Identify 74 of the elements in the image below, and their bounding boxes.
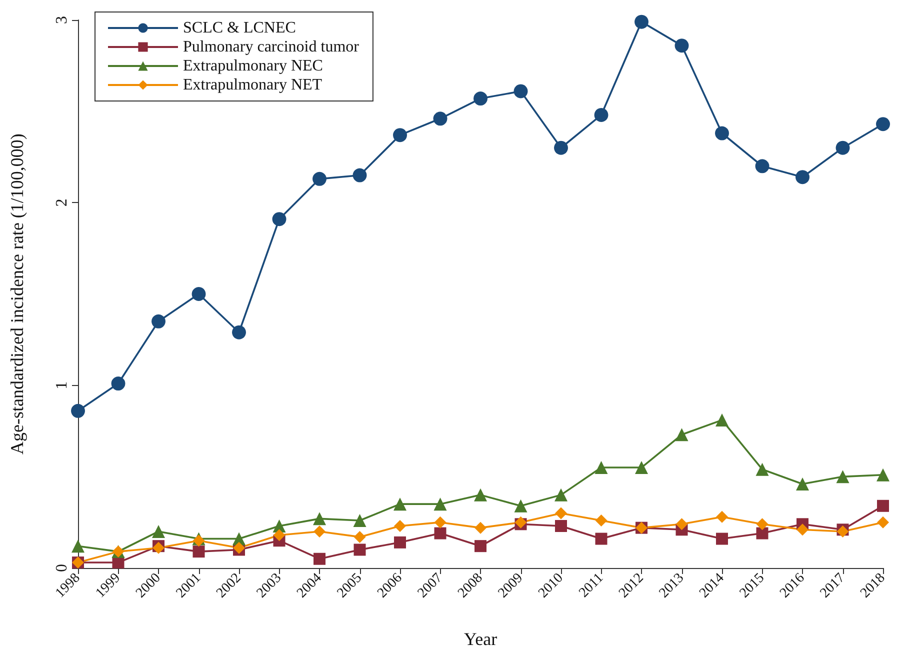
point	[554, 140, 568, 155]
point	[152, 314, 166, 328]
point	[353, 514, 366, 528]
point	[394, 498, 406, 511]
point	[474, 522, 486, 534]
point	[836, 140, 850, 155]
point	[876, 117, 890, 132]
point	[312, 172, 326, 186]
point	[354, 544, 366, 556]
point	[756, 518, 768, 530]
point	[474, 488, 487, 502]
point	[595, 532, 608, 545]
point	[595, 514, 608, 527]
point	[152, 524, 165, 538]
point	[634, 14, 648, 29]
point	[232, 325, 246, 340]
point	[434, 516, 446, 528]
point	[674, 38, 689, 53]
point	[314, 525, 326, 538]
legend-label: SCLC & LCNEC	[183, 20, 296, 36]
point	[877, 516, 889, 528]
point	[434, 527, 446, 540]
point	[354, 530, 366, 543]
point	[716, 532, 728, 545]
legend-label: Extrapulmonary NEC	[183, 58, 323, 74]
y-tick-label: 1	[54, 381, 70, 390]
point	[474, 540, 486, 552]
legend-label: Extrapulmonary NET	[183, 76, 322, 94]
point	[433, 112, 448, 126]
point	[514, 499, 528, 512]
point	[555, 507, 567, 520]
point	[111, 376, 126, 391]
point	[272, 212, 286, 226]
y-axis-title: Age-standardized incidence rate (1/100,000)	[7, 134, 27, 454]
point	[675, 428, 688, 442]
point	[635, 461, 648, 474]
point	[273, 529, 286, 542]
point	[876, 468, 890, 482]
point	[514, 84, 528, 98]
x-axis-title: Year	[464, 629, 498, 649]
point	[716, 510, 728, 523]
point	[352, 168, 367, 182]
point	[434, 498, 447, 511]
point	[796, 524, 808, 536]
point	[72, 540, 84, 553]
point	[71, 404, 85, 418]
point	[394, 536, 406, 548]
point	[716, 414, 728, 427]
point	[676, 518, 688, 530]
point	[756, 527, 768, 540]
point	[594, 108, 608, 122]
y-tick-label: 0	[54, 564, 70, 572]
point	[313, 512, 326, 526]
point	[715, 126, 729, 140]
point	[192, 546, 205, 558]
point	[836, 470, 850, 484]
point	[314, 552, 326, 565]
point	[554, 488, 568, 502]
point	[796, 170, 810, 184]
point	[877, 500, 889, 512]
point	[192, 534, 205, 547]
point	[555, 520, 567, 532]
y-tick-label: 3	[54, 16, 70, 24]
x-tick-label: 2011	[576, 570, 607, 601]
point	[594, 461, 608, 474]
point	[756, 462, 769, 476]
point	[192, 287, 206, 301]
point	[796, 477, 809, 490]
y-tick-label: 2	[54, 198, 70, 207]
point	[393, 128, 407, 142]
point	[394, 520, 406, 532]
point	[755, 159, 770, 174]
point	[474, 92, 488, 106]
legend-label: Pulmonary carcinoid tumor	[183, 38, 360, 56]
